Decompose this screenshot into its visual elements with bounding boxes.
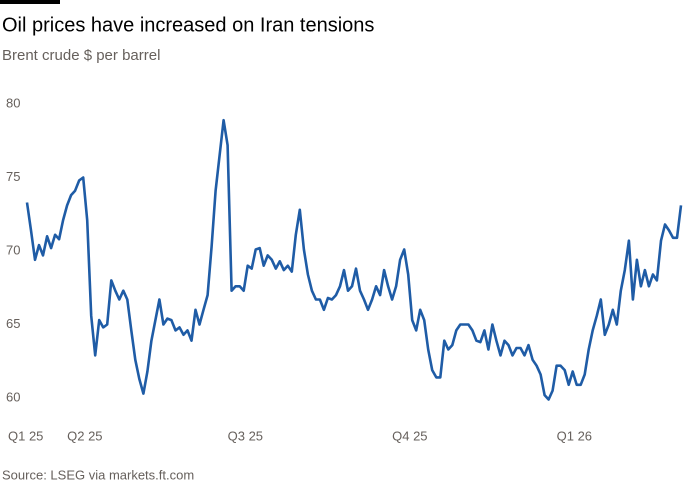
x-tick-label: Q1 25	[8, 428, 43, 443]
chart-title: Oil prices have increased on Iran tensio…	[2, 14, 374, 36]
price-line	[25, 118, 683, 401]
y-tick-label: 65	[6, 316, 20, 331]
y-tick-label: 80	[6, 95, 20, 110]
x-tick-label: Q1 26	[557, 428, 592, 443]
chart-subtitle: Brent crude $ per barrel	[2, 47, 160, 64]
y-tick-label: 75	[6, 169, 20, 184]
brand-bar	[0, 0, 60, 4]
y-tick-label: 60	[6, 389, 20, 404]
y-tick-label: 70	[6, 242, 20, 257]
x-tick-label: Q2 25	[67, 428, 102, 443]
source: Source: LSEG via markets.ft.com	[2, 467, 194, 482]
x-tick-label: Q4 25	[392, 428, 427, 443]
x-tick-label: Q3 25	[228, 428, 263, 443]
